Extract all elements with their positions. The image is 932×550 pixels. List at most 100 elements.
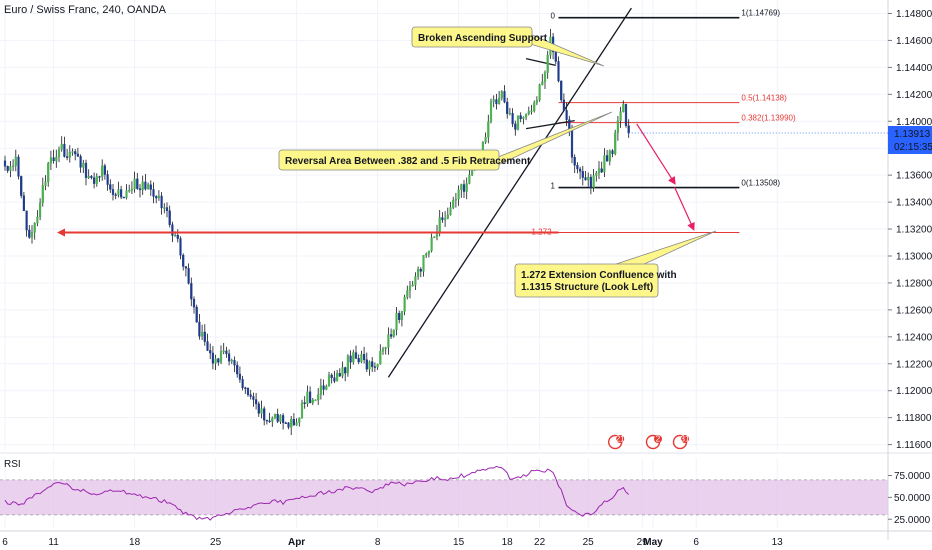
candle[interactable] bbox=[484, 132, 487, 144]
candle[interactable] bbox=[368, 360, 371, 376]
candle[interactable] bbox=[14, 149, 17, 172]
candle[interactable] bbox=[279, 414, 282, 424]
candle[interactable] bbox=[233, 356, 236, 373]
candle[interactable] bbox=[271, 416, 274, 427]
candle[interactable] bbox=[206, 333, 209, 352]
candle[interactable] bbox=[146, 182, 150, 190]
candle[interactable] bbox=[562, 93, 565, 111]
candle[interactable] bbox=[489, 98, 493, 124]
candle[interactable] bbox=[71, 148, 74, 156]
candle[interactable] bbox=[198, 314, 201, 340]
candle[interactable] bbox=[214, 354, 217, 371]
candle[interactable] bbox=[157, 190, 160, 201]
candle[interactable] bbox=[341, 361, 344, 379]
candle[interactable] bbox=[211, 346, 214, 370]
candle[interactable] bbox=[17, 154, 20, 180]
candle[interactable] bbox=[149, 180, 152, 196]
candle[interactable] bbox=[422, 254, 425, 277]
candle[interactable] bbox=[546, 50, 549, 79]
candle[interactable] bbox=[595, 171, 598, 182]
candle[interactable] bbox=[430, 233, 433, 253]
candle[interactable] bbox=[427, 250, 430, 258]
candle[interactable] bbox=[414, 272, 417, 290]
candle[interactable] bbox=[365, 352, 368, 372]
candle[interactable] bbox=[101, 159, 104, 181]
candle[interactable] bbox=[136, 172, 139, 190]
candle[interactable] bbox=[306, 385, 309, 407]
candle[interactable] bbox=[68, 145, 71, 163]
candle[interactable] bbox=[568, 115, 571, 137]
candle[interactable] bbox=[268, 412, 271, 423]
candle[interactable] bbox=[444, 211, 447, 228]
candle[interactable] bbox=[333, 370, 336, 384]
candle[interactable] bbox=[557, 56, 560, 83]
candle[interactable] bbox=[487, 114, 490, 144]
candle[interactable] bbox=[314, 399, 317, 402]
candle[interactable] bbox=[390, 328, 393, 340]
candle[interactable] bbox=[511, 108, 514, 128]
candle[interactable] bbox=[200, 324, 204, 341]
candle[interactable] bbox=[109, 179, 112, 193]
candle[interactable] bbox=[619, 106, 622, 128]
candle[interactable] bbox=[128, 184, 131, 193]
candle[interactable] bbox=[49, 150, 52, 170]
event-badge[interactable]: 21 bbox=[608, 435, 625, 450]
candle[interactable] bbox=[538, 83, 541, 102]
candle[interactable] bbox=[457, 185, 460, 206]
candle[interactable] bbox=[203, 324, 206, 346]
candle[interactable] bbox=[184, 266, 187, 277]
candle[interactable] bbox=[57, 146, 61, 163]
candle[interactable] bbox=[260, 400, 263, 419]
candle[interactable] bbox=[87, 169, 90, 179]
candle[interactable] bbox=[530, 104, 533, 115]
candle[interactable] bbox=[165, 202, 169, 218]
candle[interactable] bbox=[611, 149, 614, 158]
candle[interactable] bbox=[330, 373, 333, 384]
candle[interactable] bbox=[244, 386, 247, 394]
candle[interactable] bbox=[90, 175, 93, 180]
candle[interactable] bbox=[39, 198, 42, 221]
candle[interactable] bbox=[498, 91, 501, 105]
candle[interactable] bbox=[614, 129, 617, 156]
candle[interactable] bbox=[565, 102, 568, 127]
candle[interactable] bbox=[114, 192, 117, 200]
candle[interactable] bbox=[130, 181, 133, 194]
candle[interactable] bbox=[560, 80, 563, 103]
candle[interactable] bbox=[95, 173, 98, 187]
candle[interactable] bbox=[349, 350, 352, 369]
candle[interactable] bbox=[141, 175, 144, 195]
candle[interactable] bbox=[176, 229, 179, 243]
candle[interactable] bbox=[65, 148, 69, 161]
rsi-line[interactable] bbox=[4, 465, 630, 521]
candle[interactable] bbox=[608, 149, 611, 166]
candle[interactable] bbox=[133, 171, 136, 193]
candle[interactable] bbox=[495, 93, 498, 110]
candle[interactable] bbox=[627, 119, 630, 138]
candle[interactable] bbox=[103, 163, 106, 180]
candle[interactable] bbox=[417, 266, 420, 280]
candle[interactable] bbox=[300, 399, 304, 419]
candle[interactable] bbox=[533, 100, 536, 113]
candle[interactable] bbox=[82, 159, 85, 174]
candle[interactable] bbox=[319, 378, 322, 400]
candle[interactable] bbox=[106, 170, 109, 191]
candle[interactable] bbox=[311, 397, 314, 406]
candle[interactable] bbox=[616, 115, 619, 141]
candle[interactable] bbox=[52, 149, 55, 164]
candle[interactable] bbox=[3, 155, 7, 171]
candle[interactable] bbox=[398, 310, 401, 324]
candle[interactable] bbox=[597, 161, 601, 180]
candle[interactable] bbox=[11, 159, 15, 172]
candle[interactable] bbox=[325, 384, 328, 391]
candle[interactable] bbox=[36, 210, 39, 227]
candle[interactable] bbox=[541, 74, 544, 86]
candle[interactable] bbox=[327, 371, 331, 387]
candle[interactable] bbox=[55, 149, 58, 168]
candle[interactable] bbox=[589, 174, 592, 195]
candle[interactable] bbox=[579, 166, 582, 180]
candle[interactable] bbox=[273, 413, 277, 420]
candle[interactable] bbox=[125, 184, 128, 200]
annotation-reversal-area[interactable]: Reversal Area Between .382 and .5 Fib Re… bbox=[278, 111, 613, 171]
